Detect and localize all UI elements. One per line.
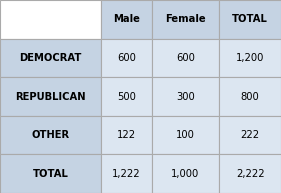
Text: 600: 600 (176, 53, 195, 63)
Text: 222: 222 (241, 130, 260, 140)
Bar (0, 39, 101, 77)
Text: 800: 800 (241, 91, 259, 102)
Bar (152, 77, 219, 116)
Text: TOTAL: TOTAL (232, 14, 268, 24)
Text: TOTAL: TOTAL (33, 169, 69, 179)
Text: 2,222: 2,222 (236, 169, 264, 179)
Text: 300: 300 (176, 91, 195, 102)
Text: 1,000: 1,000 (171, 169, 200, 179)
Bar (219, 0, 281, 39)
Text: 500: 500 (117, 91, 136, 102)
Bar (101, 116, 152, 154)
Text: 100: 100 (176, 130, 195, 140)
Bar (152, 154, 219, 193)
Text: 122: 122 (117, 130, 136, 140)
Text: 1,200: 1,200 (236, 53, 264, 63)
Text: OTHER: OTHER (31, 130, 70, 140)
Text: Male: Male (113, 14, 140, 24)
Bar (101, 154, 152, 193)
Text: DEMOCRAT: DEMOCRAT (19, 53, 82, 63)
Text: REPUBLICAN: REPUBLICAN (15, 91, 86, 102)
Bar (152, 39, 219, 77)
Bar (219, 39, 281, 77)
Bar (219, 154, 281, 193)
Bar (152, 0, 219, 39)
Text: 600: 600 (117, 53, 136, 63)
Bar (101, 39, 152, 77)
Bar (0, 77, 101, 116)
Bar (219, 77, 281, 116)
Bar (152, 116, 219, 154)
Bar (0, 154, 101, 193)
Bar (219, 116, 281, 154)
Bar (101, 0, 152, 39)
Text: 1,222: 1,222 (112, 169, 141, 179)
Bar (0, 116, 101, 154)
Bar (101, 77, 152, 116)
Text: Female: Female (165, 14, 206, 24)
Bar (0, 0, 101, 39)
